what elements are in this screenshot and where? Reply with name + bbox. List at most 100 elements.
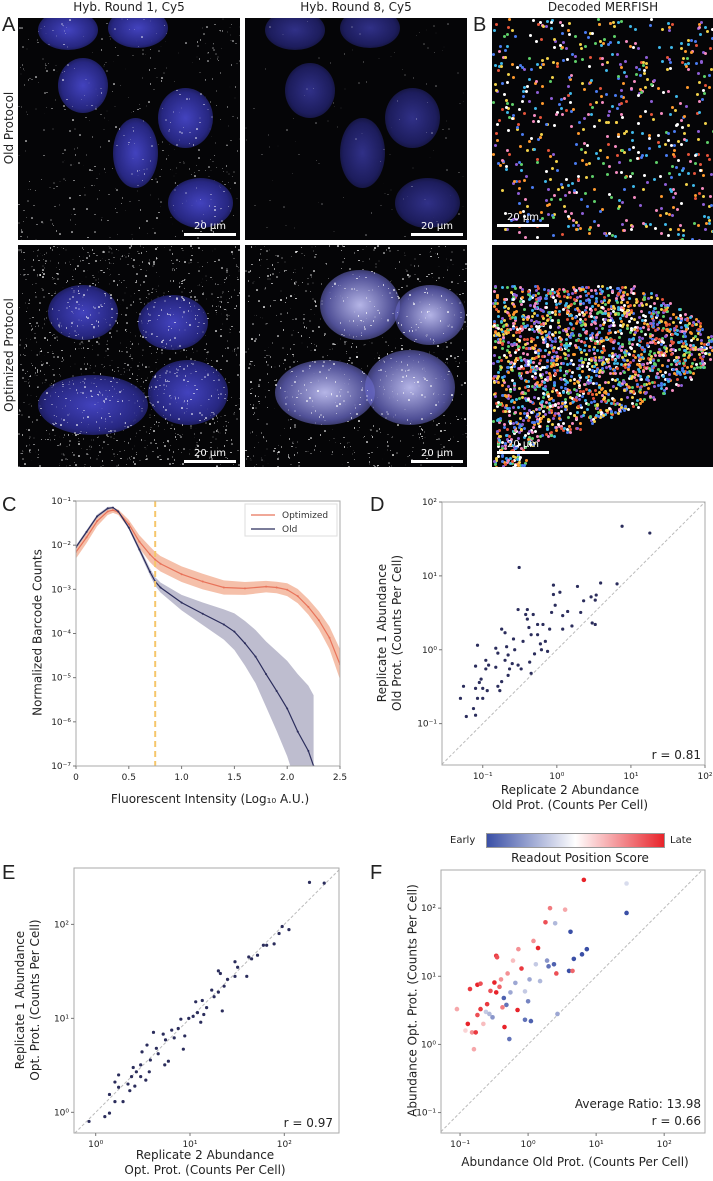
- c-point-old: [106, 507, 109, 510]
- f-point: [562, 907, 568, 912]
- f-x-tick-label: 10⁻¹: [450, 1140, 470, 1150]
- e-point: [154, 1046, 158, 1050]
- f-x-tick-label: 10¹: [589, 1140, 604, 1150]
- f-point: [522, 1017, 528, 1023]
- e-point: [128, 1089, 132, 1093]
- e-point: [121, 1100, 125, 1104]
- d-point: [545, 649, 550, 653]
- d-y-tick-label: 10¹: [422, 572, 437, 582]
- e-point: [172, 1036, 176, 1040]
- e-point: [194, 1000, 198, 1004]
- c-legend-box: [244, 503, 338, 537]
- d-point: [506, 673, 510, 677]
- d-point: [590, 621, 594, 625]
- f-y-tick-label: 10¹: [421, 972, 436, 982]
- e-point: [183, 1034, 187, 1038]
- c-point-optimized: [296, 595, 299, 598]
- d-point: [528, 660, 532, 664]
- e-point: [113, 1100, 117, 1104]
- d-point: [570, 624, 574, 628]
- c-point-optimized: [154, 558, 157, 561]
- e-point: [139, 1074, 143, 1079]
- d-point: [535, 622, 540, 627]
- d-point: [516, 607, 520, 612]
- d-x-tick-label: 10¹: [623, 772, 638, 782]
- d-point: [615, 582, 619, 586]
- e-point: [212, 995, 216, 999]
- d-point: [484, 667, 488, 671]
- e-point: [163, 1038, 168, 1042]
- d-point: [529, 633, 533, 637]
- f-point: [513, 980, 518, 986]
- col-title-decoded: Decoded MERFISH: [492, 0, 713, 14]
- f-point: [484, 1001, 490, 1007]
- c-x-axis-title: Fluorescent Intensity (Log₁₀ A.U.): [60, 792, 360, 807]
- c-point-optimized: [106, 510, 109, 513]
- f-y-tick-label: 10⁻¹: [416, 1109, 436, 1119]
- scale-bar-label: 20 µm: [421, 448, 453, 459]
- scale-bar-label: 20 µm: [421, 221, 453, 232]
- e-point: [187, 1016, 191, 1020]
- f-point: [463, 1028, 468, 1033]
- col-title-round8: Hyb. Round 8, Cy5: [245, 0, 467, 14]
- f-point: [552, 920, 558, 926]
- d-point: [579, 610, 583, 615]
- panel-label-b: B: [473, 14, 486, 37]
- e-point: [205, 1006, 209, 1010]
- d-point: [475, 643, 480, 647]
- scale-bar: 20 µm: [411, 221, 463, 236]
- d-point: [473, 664, 478, 668]
- e-point: [216, 969, 220, 973]
- d-point: [464, 714, 468, 719]
- c-chart: Optimized Old: [76, 501, 340, 766]
- d-point: [498, 688, 502, 693]
- e-point: [179, 1017, 183, 1021]
- d-point: [532, 652, 537, 656]
- c-point-optimized: [222, 586, 225, 589]
- f-point: [527, 977, 532, 982]
- c-x-tick-label: 0: [73, 773, 79, 783]
- e-point: [163, 1063, 167, 1067]
- d-point: [505, 645, 509, 649]
- f-point: [533, 961, 539, 967]
- e-point: [139, 1063, 143, 1067]
- f-x-tick-label: 10⁰: [521, 1140, 536, 1150]
- f-point: [579, 952, 585, 957]
- f-point: [568, 929, 573, 935]
- c-point-optimized: [286, 588, 289, 591]
- d-point: [513, 648, 517, 652]
- f-y-tick-label: 10²: [421, 904, 436, 914]
- e-point: [144, 1078, 148, 1082]
- d-point: [648, 531, 652, 535]
- f-point: [528, 1018, 534, 1024]
- e-point: [265, 943, 269, 947]
- e-point: [140, 1050, 144, 1054]
- d-point: [531, 612, 535, 617]
- c-point-optimized: [127, 523, 130, 526]
- colorbar-low-label: Early: [450, 835, 475, 846]
- c-point-old: [243, 642, 246, 645]
- panel-label-c: C: [2, 494, 16, 517]
- e-x-tick-label: 10²: [277, 1140, 292, 1150]
- scale-bar-label: 20 µm: [194, 221, 226, 232]
- d-point: [481, 696, 485, 700]
- f-point: [473, 1030, 479, 1035]
- f-point: [571, 956, 577, 962]
- f-point: [471, 1046, 477, 1052]
- f-plot-frame: [440, 869, 706, 1134]
- c-point-optimized: [265, 585, 268, 588]
- d-point: [594, 593, 598, 597]
- c-point-old: [254, 655, 257, 658]
- d-point: [620, 524, 624, 528]
- f-point: [483, 1009, 489, 1015]
- f-point: [537, 978, 543, 984]
- d-y-tick-label: 10²: [422, 498, 437, 508]
- c-point-old: [233, 630, 236, 633]
- d-point: [506, 653, 510, 657]
- d-point: [524, 612, 528, 617]
- c-x-tick-label: 1.5: [227, 773, 241, 783]
- d-point: [485, 688, 489, 693]
- e-point: [233, 974, 237, 978]
- f-point: [551, 961, 557, 967]
- scale-bar: 20 µm: [497, 212, 549, 227]
